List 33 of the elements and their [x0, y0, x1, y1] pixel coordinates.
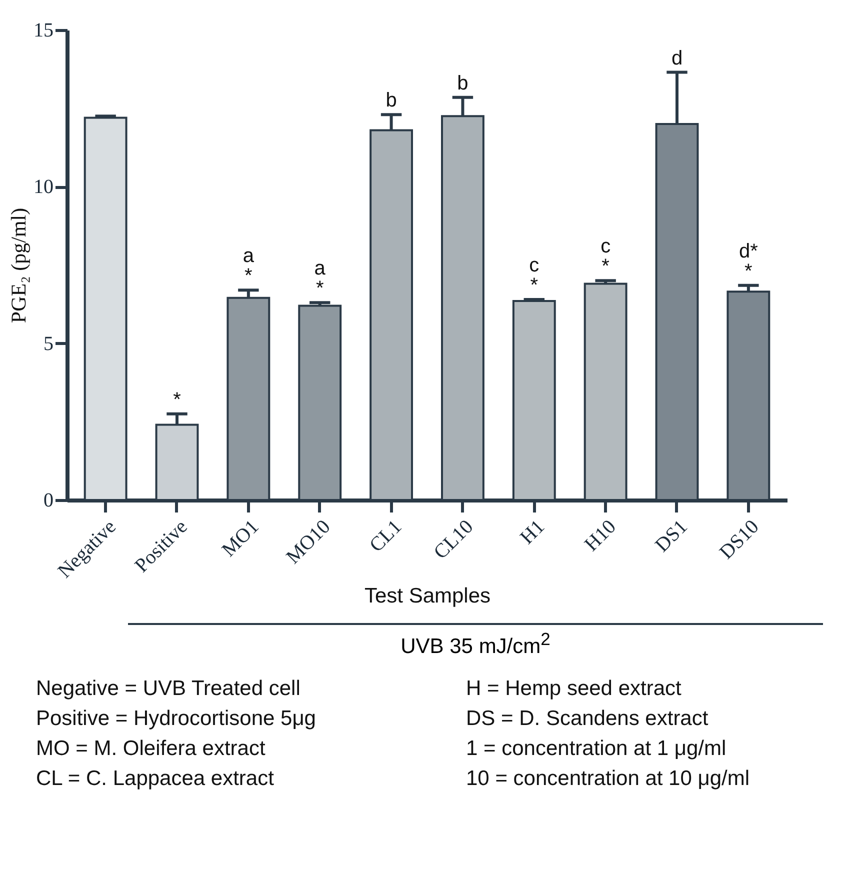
- annotation: *: [602, 256, 610, 278]
- annotation: a: [314, 258, 326, 280]
- text: 10 = concentration at 10 μg/ml: [466, 767, 751, 791]
- annotation: *: [316, 278, 324, 300]
- annotation: d*: [738, 240, 758, 262]
- y-tick-label: 10: [34, 176, 54, 198]
- text: CL = C. Lappacea extract: [36, 767, 275, 791]
- text: Negative = UVB Treated cell: [36, 677, 302, 701]
- x-tick-label: H10: [580, 516, 620, 556]
- x-tick-label: H1: [516, 516, 549, 549]
- annotation: *: [744, 260, 753, 282]
- text: H = Hemp seed extract: [466, 677, 682, 701]
- text: MO = M. Oleifera extract: [36, 737, 266, 761]
- y-tick-label: 15: [34, 20, 54, 42]
- x-axis-title: Test Samples: [364, 584, 491, 608]
- x-tick-label: DS1: [651, 516, 692, 557]
- text: Positive = Hydrocortisone 5μg: [36, 707, 317, 731]
- annotation: d: [671, 47, 683, 70]
- annotation: b: [457, 72, 468, 94]
- annotation: c: [600, 236, 611, 258]
- annotation: b: [386, 90, 397, 112]
- text: 1 = concentration at 1 μg/ml: [466, 737, 728, 761]
- annotation: *: [173, 388, 182, 411]
- y-tick-label: 0: [44, 490, 54, 512]
- y-axis-title: PGE₂ (pg/ml): [6, 208, 30, 324]
- annotation: *: [244, 265, 253, 288]
- text: DS = D. Scandens extract: [466, 707, 710, 731]
- annotation: c: [529, 254, 540, 276]
- annotation: a: [242, 245, 255, 268]
- annotation: *: [530, 274, 538, 296]
- x-tick-label: CL1: [365, 516, 406, 556]
- y-tick-label: 5: [44, 332, 54, 355]
- text: UVB 35 mJ/cm$^{2}$: [128, 623, 823, 659]
